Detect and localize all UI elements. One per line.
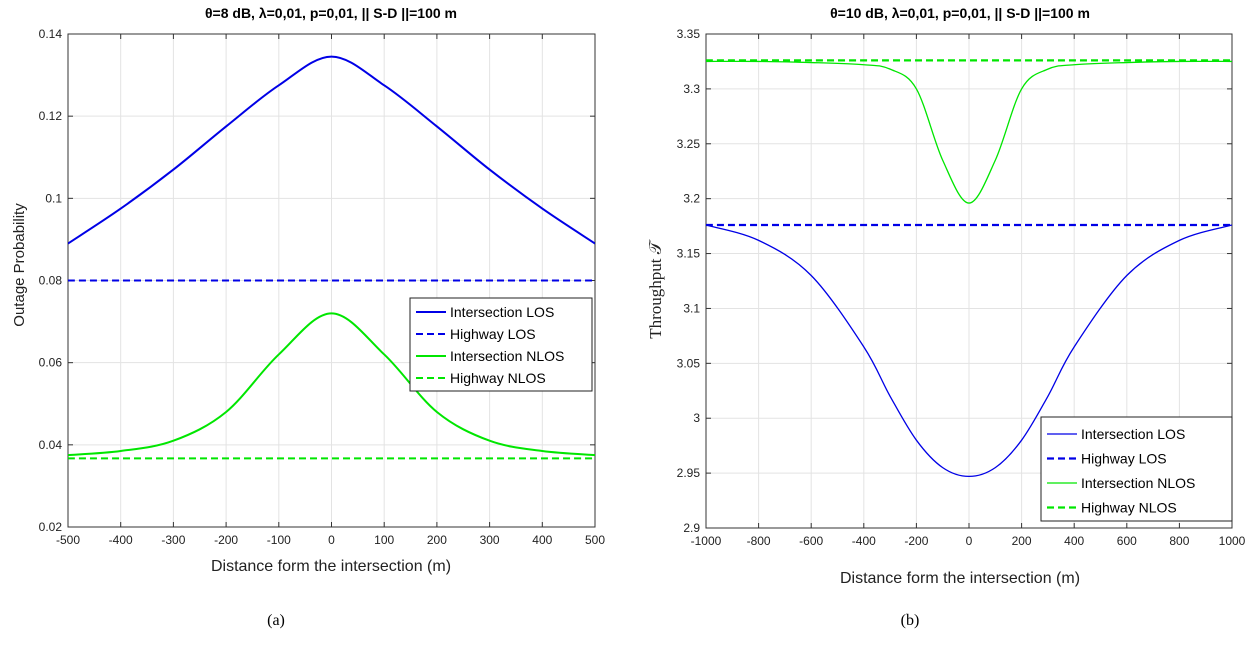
chart-a-y-tick-label: 0.04 [39, 438, 63, 452]
chart-a-y-tick-label: 0.14 [39, 27, 63, 41]
chart-a-x-label: Distance form the intersection (m) [211, 558, 451, 575]
chart-a-x-tick-label: 400 [532, 533, 552, 547]
chart-a-y-tick-label: 0.02 [39, 520, 63, 534]
chart-a-legend-label: Highway LOS [450, 326, 536, 342]
chart-a-caption: (a) [267, 612, 285, 629]
chart-a-x-tick-label: -500 [56, 533, 80, 547]
chart-a-legend: Intersection LOS Highway LOS Intersection … [409, 297, 593, 392]
chart-a-x-tick-label: -100 [267, 533, 291, 547]
chart-b-y-tick-label: 3.05 [677, 356, 701, 370]
chart-b-series-intersection-los [706, 224, 1232, 478]
chart-b-y-tick-label: 3.1 [683, 301, 700, 315]
chart-b-x-tick-label: -600 [799, 534, 823, 548]
chart-b-caption: (b) [901, 612, 920, 629]
chart-b-x-tick-label: 600 [1117, 534, 1137, 548]
chart-b-x-label: Distance form the intersection (m) [840, 570, 1080, 587]
chart-a-x-tick-label: -400 [109, 533, 133, 547]
chart-b-legend-label: Intersection LOS [1081, 426, 1185, 442]
panel-b: θ=10 dB, λ=0,01, p=0,01, || S-D ||=100 m… [646, 5, 1246, 629]
chart-b-legend: Intersection LOS Highway LOS Intersection … [1040, 416, 1233, 522]
chart-b-y-tick-label: 3.15 [677, 247, 701, 261]
chart-a-y-tick-label: 0.1 [45, 191, 62, 205]
chart-b-series [706, 59, 1232, 478]
chart-a-x-ticks: -500 -400 -300 -200 -100 0 100 200 300 400 500 [56, 34, 605, 547]
chart-b-y-ticks: 2.9 2.95 3 3.05 3.1 3.15 3.2 3.25 3.3 3.35 [677, 27, 1232, 535]
chart-a-x-tick-label: 0 [328, 533, 335, 547]
chart-b-y-tick-label: 3 [693, 411, 700, 425]
chart-b-x-tick-label: -400 [852, 534, 876, 548]
chart-a-legend-label: Highway NLOS [450, 370, 546, 386]
chart-b-y-tick-label: 3.25 [677, 137, 701, 151]
chart-a-x-tick-label: 300 [480, 533, 500, 547]
chart-a-x-tick-label: -200 [214, 533, 238, 547]
chart-b-legend-label: Intersection NLOS [1081, 475, 1195, 491]
chart-b-x-tick-label: -1000 [691, 534, 722, 548]
chart-b-legend-label: Highway NLOS [1081, 500, 1177, 516]
chart-a-y-ticks: 0.02 0.04 0.06 0.08 0.1 0.12 0.14 [39, 27, 595, 534]
chart-a-series-intersection-nlos [68, 312, 595, 457]
chart-b-x-ticks: -1000 -800 -600 -400 -200 0 200 400 600 800 1000 [691, 34, 1246, 548]
chart-a-legend-box [409, 297, 593, 392]
chart-b-y-tick-label: 3.2 [683, 192, 700, 206]
chart-a-y-tick-label: 0.08 [39, 274, 63, 288]
chart-b-x-tick-label: -800 [747, 534, 771, 548]
chart-a-x-tick-label: -300 [161, 533, 185, 547]
chart-a-series [68, 55, 595, 460]
chart-b-y-tick-label: 2.95 [677, 466, 701, 480]
chart-a-x-tick-label: 500 [585, 533, 605, 547]
chart-b-y-tick-label: 3.35 [677, 27, 701, 41]
chart-b-x-tick-label: 200 [1012, 534, 1032, 548]
chart-a-x-tick-label: 100 [374, 533, 394, 547]
chart-b-y-label: Throughput 𝒯 [646, 239, 665, 339]
chart-b-series-intersection-nlos [706, 60, 1232, 204]
chart-a-y-tick-label: 0.12 [39, 109, 63, 123]
chart-b-y-tick-label: 2.9 [683, 521, 700, 535]
chart-b-x-tick-label: 0 [966, 534, 973, 548]
chart-b-x-tick-label: 1000 [1219, 534, 1246, 548]
chart-a-y-label: Outage Probability [11, 203, 28, 327]
chart-b-legend-label: Highway LOS [1081, 451, 1167, 467]
chart-a-series-intersection-los [68, 55, 595, 245]
chart-a-legend-label: Intersection NLOS [450, 348, 564, 364]
chart-b-x-tick-label: -200 [904, 534, 928, 548]
chart-a-title: θ=8 dB, λ=0,01, p=0,01, || S-D ||=100 m [205, 5, 457, 21]
chart-a-x-tick-label: 200 [427, 533, 447, 547]
chart-b-y-tick-label: 3.3 [683, 82, 700, 96]
chart-a-legend-label: Intersection LOS [450, 304, 554, 320]
chart-b-x-tick-label: 400 [1064, 534, 1084, 548]
panel-a: θ=8 dB, λ=0,01, p=0,01, || S-D ||=100 m … [11, 5, 605, 629]
chart-b-title: θ=10 dB, λ=0,01, p=0,01, || S-D ||=100 m [830, 5, 1090, 21]
chart-a-y-tick-label: 0.06 [39, 356, 63, 370]
chart-b-x-tick-label: 800 [1169, 534, 1189, 548]
